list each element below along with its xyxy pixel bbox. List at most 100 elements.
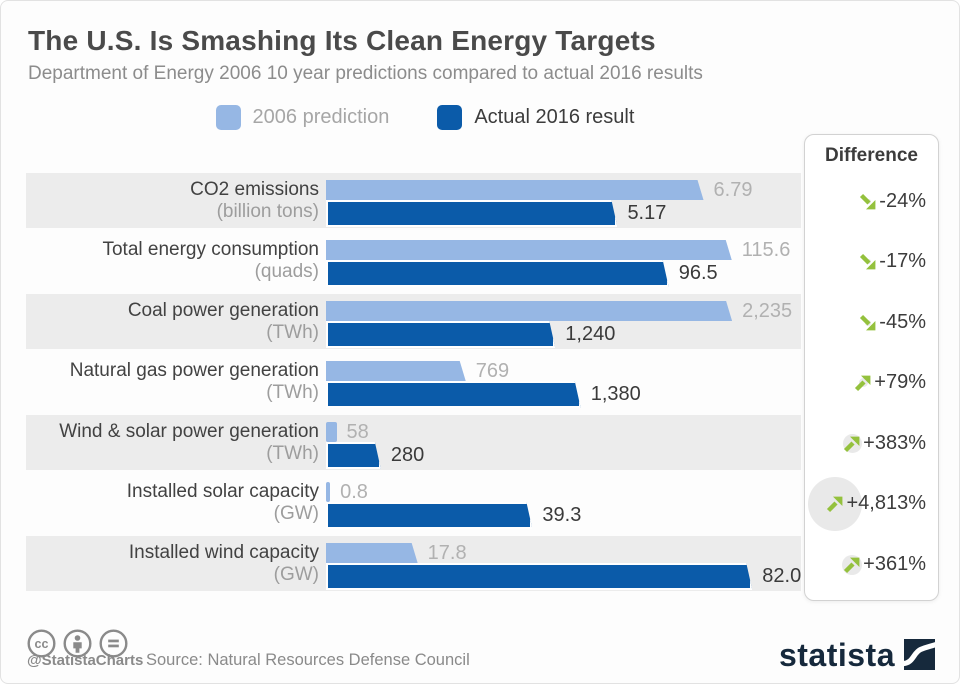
chart-row-coal-power: Coal power generation (TWh) 2,235 1,240 (26, 294, 801, 349)
difference-value: -17% (879, 250, 926, 272)
prediction-bar (326, 180, 704, 200)
actual-value: 280 (390, 444, 425, 466)
prediction-value: 2,235 (742, 300, 793, 322)
statista-logo-icon (904, 639, 935, 670)
difference-panel: Difference -24% -17% (804, 134, 939, 601)
svg-text:cc: cc (35, 637, 49, 651)
difference-item: +79% (852, 368, 926, 398)
trend-arrow-icon (860, 193, 876, 209)
trend-arrow-wrap (857, 312, 879, 334)
chart-row-total-energy: Total energy consumption (quads) 115.6 9… (26, 233, 801, 288)
difference-value: +383% (863, 432, 926, 454)
row-label: Installed solar capacity (GW) (26, 475, 319, 530)
legend-item-prediction: 2006 prediction (215, 105, 390, 130)
row-label-unit: (quads) (254, 261, 319, 282)
legend-label-actual: Actual 2016 result (474, 106, 635, 128)
difference-panel-title: Difference (825, 145, 918, 166)
trend-arrow-wrap (808, 476, 863, 531)
license-icons: cc (27, 629, 128, 658)
difference-item: +383% (841, 429, 926, 459)
trend-arrow-icon (860, 314, 876, 330)
prediction-value: 58 (346, 421, 369, 443)
statista-brand: statista (778, 636, 935, 673)
row-label-unit: (TWh) (266, 322, 319, 343)
difference-value: +4,813% (846, 492, 926, 514)
actual-value: 96.5 (678, 262, 718, 284)
actual-bar (326, 381, 581, 408)
row-label: Natural gas power generation (TWh) (26, 354, 319, 409)
trend-arrow-icon (844, 557, 860, 573)
row-label-unit: (GW) (273, 564, 319, 585)
difference-value: +79% (874, 371, 926, 393)
trend-arrow-icon (844, 436, 860, 452)
prediction-value: 0.8 (340, 481, 368, 503)
actual-value: 1,380 (590, 383, 641, 405)
prediction-bar (326, 361, 466, 381)
actual-bar (326, 563, 752, 590)
chart-row-co2-emissions: CO2 emissions (billion tons) 6.79 5.17 (26, 173, 801, 228)
difference-item: -24% (857, 187, 926, 217)
statista-handle: @StatistaCharts (27, 652, 144, 669)
prediction-bar (326, 543, 418, 563)
difference-value: -45% (879, 311, 926, 333)
trend-arrow-wrap (841, 433, 863, 455)
trend-arrow-icon (827, 496, 843, 512)
trend-arrow-icon (855, 375, 871, 391)
prediction-value: 6.79 (713, 179, 753, 201)
actual-bar (326, 200, 617, 227)
statista-wordmark: statista (778, 636, 895, 673)
row-label-name: Natural gas power generation (69, 360, 319, 381)
legend-item-actual: Actual 2016 result (437, 105, 634, 130)
prediction-value: 115.6 (741, 239, 791, 261)
prediction-bar (326, 482, 331, 502)
difference-item: -45% (857, 308, 926, 338)
trend-arrow-wrap (857, 251, 879, 273)
chart-row-wind-solar-power: Wind & solar power generation (TWh) 58 2… (26, 415, 801, 470)
chart-row-solar-capacity: Installed solar capacity (GW) 0.8 39.3 (26, 475, 801, 530)
source-text: Source: Natural Resources Defense Counci… (146, 651, 470, 669)
trend-arrow-wrap (857, 191, 879, 213)
difference-item: +4,813% (808, 476, 926, 531)
difference-item: +361% (841, 550, 926, 580)
trend-arrow-wrap (852, 372, 874, 394)
trend-arrow-wrap (841, 554, 863, 576)
page-title: The U.S. Is Smashing Its Clean Energy Ta… (28, 25, 656, 56)
row-label-name: Wind & solar power generation (59, 421, 319, 442)
difference-value: -24% (879, 190, 926, 212)
difference-item: -17% (857, 247, 926, 277)
prediction-bar (326, 422, 337, 442)
prediction-swatch (215, 105, 241, 130)
prediction-value: 17.8 (427, 542, 467, 564)
row-label: Total energy consumption (quads) (26, 233, 319, 288)
prediction-bar (326, 240, 732, 260)
actual-value: 5.17 (627, 202, 667, 224)
legend: 2006 prediction Actual 2016 result (1, 105, 849, 130)
row-label-name: Installed wind capacity (128, 542, 319, 563)
actual-bar (326, 260, 669, 287)
row-label: Coal power generation (TWh) (26, 294, 319, 349)
row-label-unit: (TWh) (266, 443, 319, 464)
row-label: Installed wind capacity (GW) (26, 536, 319, 591)
row-label: Wind & solar power generation (TWh) (26, 415, 319, 470)
trend-arrow-icon (860, 253, 876, 269)
attribution-person-icon (63, 629, 92, 658)
actual-value: 82.0 (762, 565, 802, 587)
actual-bar (326, 502, 532, 529)
actual-bar (326, 442, 381, 469)
actual-value: 1,240 (565, 323, 616, 345)
legend-label-prediction: 2006 prediction (252, 106, 390, 128)
actual-swatch (437, 105, 463, 130)
chart-row-wind-capacity: Installed wind capacity (GW) 17.8 82.0 (26, 536, 801, 591)
page-subtitle: Department of Energy 2006 10 year predic… (28, 63, 703, 84)
row-label-name: Installed solar capacity (126, 481, 319, 502)
difference-value: +361% (863, 553, 926, 575)
actual-bar (326, 321, 555, 348)
cc-icon: cc (27, 629, 56, 658)
prediction-bar (326, 301, 732, 321)
no-derivatives-equals-icon (99, 629, 128, 658)
chart-row-natural-gas: Natural gas power generation (TWh) 769 1… (26, 354, 801, 409)
row-label-name: Total energy consumption (102, 239, 319, 260)
actual-value: 39.3 (542, 504, 582, 526)
row-label-unit: (billion tons) (216, 201, 319, 222)
